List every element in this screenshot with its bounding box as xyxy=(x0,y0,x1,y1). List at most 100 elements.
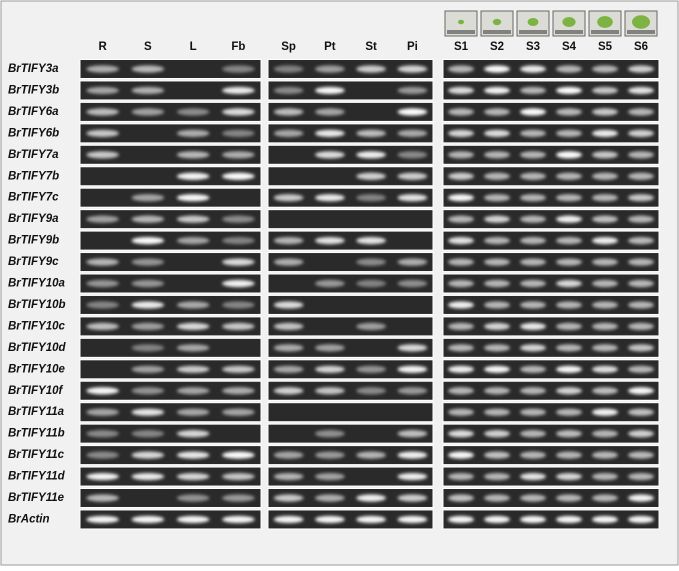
band xyxy=(556,258,582,266)
gel-strip xyxy=(79,209,262,230)
band xyxy=(131,301,165,309)
band xyxy=(176,108,210,116)
band xyxy=(86,279,119,288)
band xyxy=(273,301,304,309)
band xyxy=(484,365,510,373)
band xyxy=(520,108,546,116)
band xyxy=(356,151,386,159)
band xyxy=(556,451,582,459)
gel-strip xyxy=(442,509,660,530)
lane-label: L xyxy=(190,41,197,53)
band xyxy=(131,322,165,330)
band xyxy=(628,86,654,95)
seedling xyxy=(597,16,613,28)
gel-strip xyxy=(267,59,434,79)
gel-strip xyxy=(442,488,660,508)
band xyxy=(628,194,654,202)
band xyxy=(397,494,428,502)
band xyxy=(448,408,474,416)
band xyxy=(520,494,546,502)
band xyxy=(520,129,546,137)
band xyxy=(176,365,210,373)
band xyxy=(86,258,119,266)
band xyxy=(592,151,618,159)
band xyxy=(484,86,510,95)
band xyxy=(520,86,546,95)
band xyxy=(273,194,304,202)
band xyxy=(484,172,510,180)
gel-strip xyxy=(442,337,660,358)
band xyxy=(556,344,582,352)
lane-label: Fb xyxy=(231,41,245,53)
band xyxy=(556,494,582,502)
band xyxy=(592,430,618,438)
lane-label: S4 xyxy=(562,41,577,53)
band xyxy=(315,108,345,116)
band xyxy=(397,65,428,73)
gel-strip xyxy=(79,294,262,315)
band xyxy=(273,344,304,352)
seedling xyxy=(492,18,502,26)
band xyxy=(592,194,618,202)
band xyxy=(222,129,255,137)
ruler xyxy=(447,30,475,34)
gel-strip xyxy=(79,59,262,79)
gel-strip xyxy=(79,316,262,337)
lane-label: S3 xyxy=(526,41,540,53)
band xyxy=(484,344,510,352)
band xyxy=(315,65,345,73)
band xyxy=(222,322,255,330)
band xyxy=(592,279,618,288)
band xyxy=(592,365,618,373)
band xyxy=(222,279,255,288)
band xyxy=(448,494,474,502)
band xyxy=(176,215,210,223)
band xyxy=(222,387,255,395)
band xyxy=(222,215,255,223)
band xyxy=(86,515,119,524)
gel-strip xyxy=(267,488,434,508)
band xyxy=(273,258,304,266)
band xyxy=(86,494,119,502)
gel-strip xyxy=(442,359,660,380)
band xyxy=(131,472,165,481)
band xyxy=(356,258,386,266)
band xyxy=(397,344,428,352)
band xyxy=(315,86,345,95)
band xyxy=(628,215,654,223)
band xyxy=(86,129,119,137)
ruler xyxy=(519,30,547,34)
band xyxy=(397,86,428,95)
band xyxy=(484,258,510,266)
band xyxy=(556,151,582,159)
gel-strip xyxy=(79,230,262,251)
band xyxy=(448,215,474,223)
band xyxy=(520,344,546,352)
band xyxy=(176,129,210,137)
band xyxy=(315,194,345,202)
band xyxy=(448,172,474,180)
band xyxy=(520,408,546,416)
gel-strip xyxy=(442,294,660,315)
band xyxy=(273,387,304,395)
band xyxy=(176,344,210,352)
band xyxy=(556,472,582,481)
gel-strip xyxy=(442,187,660,208)
gel-strip xyxy=(79,337,262,358)
gene-label: BrTIFY11d xyxy=(8,471,66,483)
lane-label: S xyxy=(144,41,152,53)
band xyxy=(222,151,255,159)
lane-label: Sp xyxy=(281,41,296,53)
band xyxy=(592,387,618,395)
band xyxy=(315,129,345,137)
band xyxy=(592,237,618,245)
band xyxy=(397,194,428,202)
band xyxy=(628,172,654,180)
band xyxy=(222,365,255,373)
band xyxy=(628,408,654,416)
band xyxy=(448,194,474,202)
gel-strip xyxy=(79,252,262,273)
gel-strip xyxy=(267,294,434,315)
gel-strip xyxy=(267,101,434,122)
